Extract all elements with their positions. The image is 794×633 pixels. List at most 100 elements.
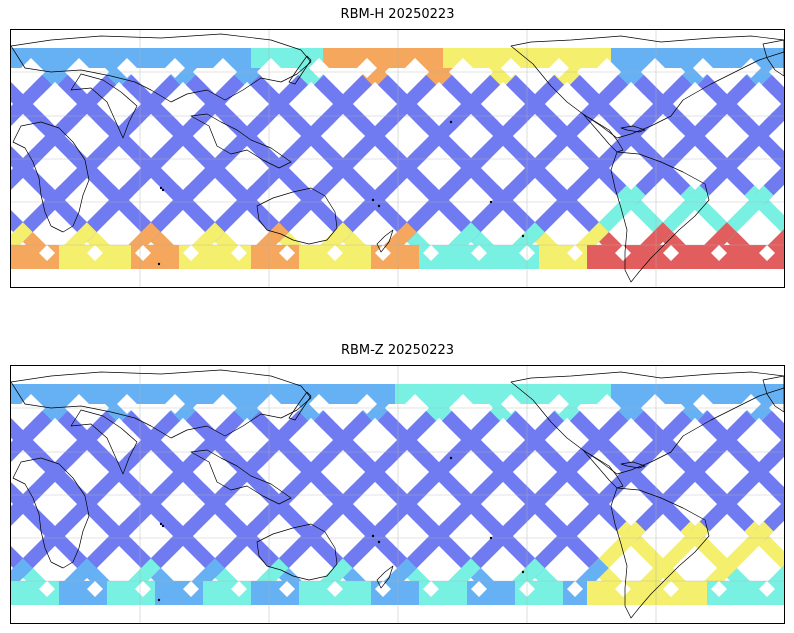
swath-descending-64 (94, 111, 152, 169)
band-gap (183, 245, 199, 261)
coastline-central-america (582, 113, 624, 153)
band-gap (711, 581, 727, 597)
swath-descending-124 (414, 447, 472, 505)
swath-descending-124 (414, 111, 472, 169)
swath-ascending-105 (268, 521, 326, 579)
band-gap (501, 58, 521, 78)
south-band-cell (635, 245, 659, 269)
south-band-cell (539, 581, 563, 605)
swath-descending-98 (249, 74, 307, 132)
band-gap (357, 394, 377, 414)
band-gap (327, 581, 343, 597)
coastline-southeast-asia (190, 449, 292, 505)
island-marker (489, 536, 493, 540)
swath-ascending-117 (332, 521, 390, 579)
coastline-australia (256, 187, 338, 245)
map-svg-top (11, 30, 784, 287)
swath-descending-170 (633, 74, 691, 132)
swath-descending-52 (30, 111, 88, 169)
swath-descending-62 (57, 410, 115, 468)
north-band-cell (707, 384, 731, 404)
island-marker (161, 188, 165, 192)
swath-layer (11, 48, 784, 269)
swath-ascending-59 (11, 558, 33, 590)
island-marker (371, 534, 375, 538)
band-gap (471, 581, 487, 597)
swath-ascending-139 (497, 484, 555, 542)
coastline-greenland (762, 375, 784, 413)
band-gap (117, 394, 137, 414)
swath-descending-146 (505, 410, 563, 468)
coastline-japan (288, 391, 312, 421)
south-band-cell (347, 581, 371, 605)
south-band-cell (635, 581, 659, 605)
north-band-cell (779, 48, 784, 68)
north-band-cell (467, 48, 491, 68)
band-gap (423, 581, 439, 597)
gridlines (11, 30, 784, 287)
swath-descending-184 (734, 111, 784, 169)
coastline-japan (288, 55, 312, 85)
band-gap (501, 394, 521, 414)
band-gap (471, 245, 487, 261)
swath-ascending-141 (460, 521, 518, 579)
island-marker (157, 262, 161, 266)
swath-ascending-59 (11, 222, 33, 254)
band-gap (663, 581, 679, 597)
swath-ascending-55 (49, 484, 107, 542)
band-gap (759, 581, 775, 597)
north-band-cell (659, 384, 683, 404)
band-gap (693, 58, 713, 78)
swath-descending-172 (670, 447, 728, 505)
south-band-cell (683, 245, 707, 269)
swath-ascending-175 (689, 148, 747, 206)
swath-ascending-43 (11, 148, 43, 190)
swath-descending-52 (30, 447, 88, 505)
south-band-cell (299, 581, 323, 605)
band-gap (549, 394, 569, 414)
swath-descending-134 (441, 410, 499, 468)
band-gap (165, 394, 185, 414)
coastline-southeast-asia (190, 113, 292, 169)
south-band-cell (731, 245, 755, 269)
swath-descending-182 (697, 74, 755, 132)
south-band-cell (491, 245, 515, 269)
swath-descending-32 (11, 546, 34, 579)
swath-ascending-151 (561, 148, 619, 206)
band-gap (21, 394, 41, 414)
swath-ascending-177 (652, 521, 710, 579)
band-gap (231, 581, 247, 597)
south-band-cell (587, 581, 611, 605)
swath-ascending-139 (497, 148, 555, 206)
swath-layer (11, 384, 784, 605)
north-band-cell (35, 384, 59, 404)
north-band-cell (611, 384, 635, 404)
island-marker (489, 200, 493, 204)
north-band-cell (83, 384, 107, 404)
island-marker (377, 540, 381, 544)
swath-descending-158 (569, 410, 627, 468)
south-band-cell (155, 581, 179, 605)
swath-ascending-165 (588, 185, 646, 243)
band-gap (183, 581, 199, 597)
south-band-cell (539, 245, 563, 269)
swath-ascending-79 (177, 148, 235, 206)
swath-ascending-153 (524, 185, 582, 243)
band-gap (231, 245, 247, 261)
coastline-north-america (510, 371, 784, 475)
band-gap (615, 581, 631, 597)
swath-ascending-187 (753, 165, 784, 206)
south-band-cell (251, 581, 275, 605)
south-band-cell (347, 245, 371, 269)
band-gap (693, 394, 713, 414)
north-band-cell (83, 48, 107, 68)
swath-ascending-67 (113, 148, 171, 206)
swath-descending-98 (249, 410, 307, 468)
north-band-cell (179, 48, 203, 68)
south-band-cell (203, 581, 227, 605)
swath-descending-112 (350, 447, 408, 505)
coastline-asia-north (11, 369, 312, 439)
swath-ascending-43 (11, 484, 43, 526)
island-marker (371, 198, 375, 202)
swath-ascending-153 (524, 521, 582, 579)
